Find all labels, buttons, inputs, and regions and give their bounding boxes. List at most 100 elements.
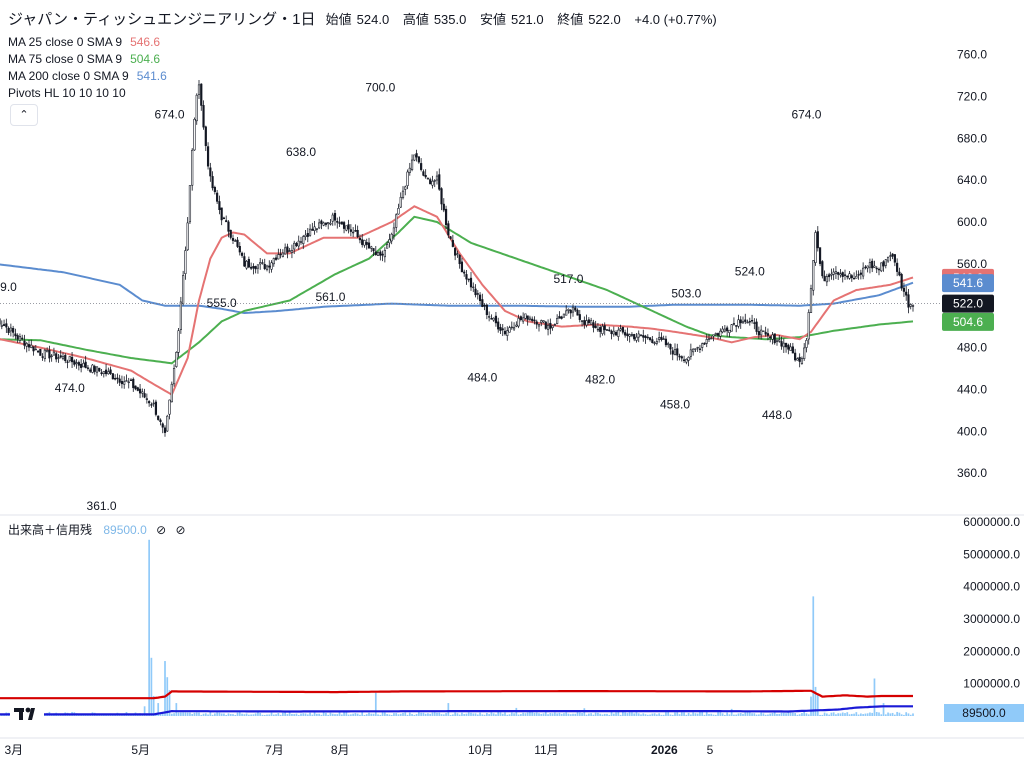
candle (191, 148, 193, 191)
volume-bar (722, 713, 724, 716)
candle-body (783, 343, 785, 347)
volume-bar (670, 714, 672, 716)
candle (271, 260, 273, 272)
candle-body (92, 365, 94, 372)
candle (853, 272, 855, 279)
candle-body (756, 322, 758, 332)
candle (828, 273, 830, 282)
candle (291, 245, 293, 259)
candle (78, 361, 80, 371)
volume-bar (826, 713, 828, 716)
candle (692, 348, 694, 355)
volume-bar (763, 713, 765, 716)
candle (434, 179, 436, 187)
candle (316, 229, 318, 233)
volume-bar (769, 714, 771, 716)
volume-bar (253, 714, 255, 716)
candle-body (377, 253, 379, 256)
pivot-label: 482.0 (585, 372, 615, 386)
volume-bar (774, 712, 776, 716)
candle-body (19, 336, 21, 340)
volume-bar (815, 687, 817, 716)
candle (321, 219, 323, 229)
volume-bar (436, 713, 438, 716)
volume-bar (200, 715, 202, 716)
candle-body (747, 322, 749, 323)
candle-body (516, 325, 518, 326)
candle (67, 360, 69, 368)
candle-body (259, 263, 261, 264)
candle-body (438, 175, 440, 190)
candle-body (672, 351, 674, 354)
candle (121, 376, 123, 389)
candle-body (674, 350, 676, 355)
volume-bar (640, 714, 642, 716)
candle-body (894, 254, 896, 262)
candle-body (117, 378, 119, 379)
volume-bar (302, 713, 304, 716)
candle-body (291, 250, 293, 252)
volume-bar (404, 712, 406, 716)
candle-body (407, 172, 409, 186)
candle-body (427, 178, 429, 179)
candle (588, 317, 590, 325)
candle (887, 257, 889, 263)
candle-body (40, 349, 42, 355)
volume-bar (749, 712, 751, 716)
candle-body (676, 349, 678, 355)
candle-body (627, 334, 629, 336)
hide-icon[interactable]: ⊘ (176, 523, 186, 537)
volume-bar (742, 714, 744, 716)
candle (196, 93, 198, 124)
candle-body (602, 326, 604, 333)
candle-body (774, 334, 776, 343)
candle (856, 270, 858, 278)
hide-icon[interactable]: ⊘ (156, 523, 166, 537)
candle-body (550, 323, 552, 328)
candle-body (178, 331, 180, 353)
candle (87, 365, 89, 371)
candle (33, 347, 35, 356)
candle-body (529, 318, 531, 319)
candle-body (53, 352, 55, 355)
candle-body (744, 320, 746, 322)
candle-body (241, 253, 243, 255)
candle-body (629, 335, 631, 337)
volume-bar (293, 714, 295, 716)
candle-body (216, 193, 218, 201)
candle-body (284, 248, 286, 254)
candle (797, 357, 799, 360)
candle (704, 342, 706, 345)
volume-bar (713, 715, 715, 716)
candle (234, 239, 236, 242)
candle (497, 318, 499, 333)
collapse-legend-button[interactable]: ⌃ (10, 104, 38, 126)
volume-bar (778, 714, 780, 716)
volume-legend[interactable]: 出来高＋信用残 89500.0 ⊘ ⊘ (8, 521, 186, 538)
candle-body (210, 168, 212, 176)
candle-body (794, 353, 796, 360)
candle (701, 343, 703, 352)
volume-bar (880, 714, 882, 716)
candle (398, 204, 400, 215)
tradingview-logo[interactable] (10, 700, 44, 726)
candle (618, 327, 620, 341)
candle (522, 312, 524, 323)
volume-bar (899, 713, 901, 716)
candle-body (307, 233, 309, 236)
volume-bar (443, 714, 445, 716)
candle (747, 320, 749, 324)
volume-bar (590, 713, 592, 716)
candle (173, 364, 175, 386)
candle-body (441, 189, 443, 204)
candle (44, 349, 46, 362)
candle (6, 319, 8, 333)
volume-bar (586, 715, 588, 716)
volume-bar (613, 714, 615, 716)
candle-body (733, 323, 735, 324)
candle-body (416, 154, 418, 158)
candle (516, 321, 518, 327)
candle (468, 278, 470, 282)
